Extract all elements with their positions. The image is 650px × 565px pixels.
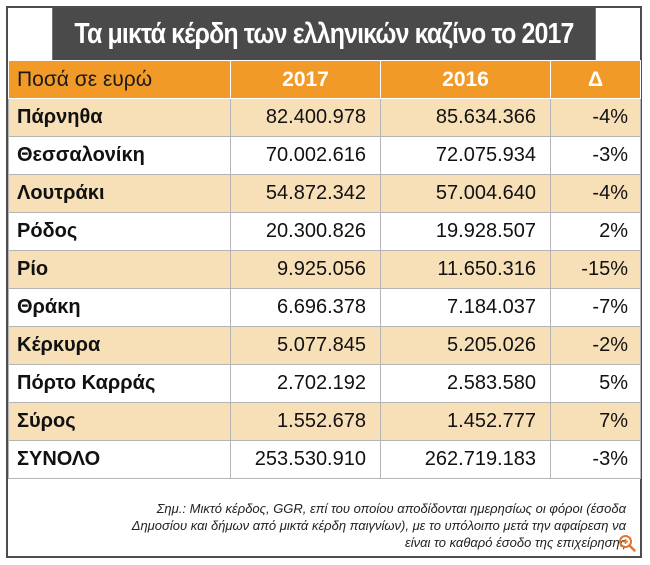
zoom-in-icon[interactable]	[618, 534, 636, 552]
casino-name-cell: Σύρος	[8, 402, 231, 441]
casino-name-cell: Ρόδος	[8, 212, 231, 251]
delta-cell: 5%	[550, 364, 641, 403]
table-row: Κέρκυρα 5.077.845 5.205.026 -2%	[8, 326, 641, 365]
value-2016-cell: 57.004.640	[380, 174, 551, 213]
delta-cell: -3%	[550, 136, 641, 175]
table-row: Πόρτο Καρράς 2.702.192 2.583.580 5%	[8, 364, 641, 403]
casino-name-cell: Λουτράκι	[8, 174, 231, 213]
delta-cell: 7%	[550, 402, 641, 441]
header-label: Ποσά σε ευρώ	[8, 60, 231, 99]
table-row: Θεσσαλονίκη 70.002.616 72.075.934 -3%	[8, 136, 641, 175]
header-2016: 2016	[380, 60, 551, 99]
casino-name-cell: Ρίο	[8, 250, 231, 289]
total-row: ΣΥΝΟΛΟ 253.530.910 262.719.183 -3%	[8, 440, 641, 479]
footnote: Σημ.: Μικτό κέρδος, GGR, επί του οποίου …	[18, 500, 626, 551]
table-row: Σύρος 1.552.678 1.452.777 7%	[8, 402, 641, 441]
table-row: Ρόδος 20.300.826 19.928.507 2%	[8, 212, 641, 251]
value-2016-cell: 19.928.507	[380, 212, 551, 251]
delta-cell: -7%	[550, 288, 641, 327]
value-2016-cell: 7.184.037	[380, 288, 551, 327]
delta-cell: -15%	[550, 250, 641, 289]
value-2016-cell: 1.452.777	[380, 402, 551, 441]
header-2017: 2017	[230, 60, 381, 99]
value-2016-cell: 85.634.366	[380, 98, 551, 137]
casino-name-cell: Πόρτο Καρράς	[8, 364, 231, 403]
casino-table-figure: Τα μικτά κέρδη των ελληνικών καζίνο το 2…	[6, 6, 642, 558]
table-title: Τα μικτά κέρδη των ελληνικών καζίνο το 2…	[52, 8, 596, 60]
value-2016-cell: 5.205.026	[380, 326, 551, 365]
delta-cell: -4%	[550, 174, 641, 213]
delta-cell: -2%	[550, 326, 641, 365]
value-2017-cell: 1.552.678	[230, 402, 381, 441]
value-2017-cell: 82.400.978	[230, 98, 381, 137]
table-row: Πάρνηθα 82.400.978 85.634.366 -4%	[8, 98, 641, 137]
delta-cell: -4%	[550, 98, 641, 137]
value-2017-cell: 9.925.056	[230, 250, 381, 289]
casino-name-cell: Κέρκυρα	[8, 326, 231, 365]
casino-name-cell: ΣΥΝΟΛΟ	[8, 440, 231, 479]
value-2017-cell: 70.002.616	[230, 136, 381, 175]
table-row: Ρίο 9.925.056 11.650.316 -15%	[8, 250, 641, 289]
value-2016-cell: 11.650.316	[380, 250, 551, 289]
header-delta: Δ	[550, 60, 641, 99]
value-2017-cell: 20.300.826	[230, 212, 381, 251]
value-2017-cell: 54.872.342	[230, 174, 381, 213]
value-2017-cell: 6.696.378	[230, 288, 381, 327]
footnote-line-1: Σημ.: Μικτό κέρδος, GGR, επί του οποίου …	[156, 501, 626, 516]
value-2016-cell: 72.075.934	[380, 136, 551, 175]
casino-revenue-table: Ποσά σε ευρώ 2017 2016 Δ Πάρνηθα 82.400.9…	[8, 60, 641, 479]
value-2016-cell: 262.719.183	[380, 440, 551, 479]
table-row: Θράκη 6.696.378 7.184.037 -7%	[8, 288, 641, 327]
footnote-line-2: Δημοσίου και δήμων από μικτά κέρδη παιγν…	[131, 518, 626, 533]
value-2017-cell: 5.077.845	[230, 326, 381, 365]
casino-name-cell: Πάρνηθα	[8, 98, 231, 137]
value-2016-cell: 2.583.580	[380, 364, 551, 403]
casino-name-cell: Θεσσαλονίκη	[8, 136, 231, 175]
table-header-row: Ποσά σε ευρώ 2017 2016 Δ	[8, 60, 641, 99]
value-2017-cell: 2.702.192	[230, 364, 381, 403]
value-2017-cell: 253.530.910	[230, 440, 381, 479]
delta-cell: -3%	[550, 440, 641, 479]
casino-name-cell: Θράκη	[8, 288, 231, 327]
footnote-line-3: είναι το καθαρό έσοδο της επιχείρησης	[405, 535, 626, 550]
table-row: Λουτράκι 54.872.342 57.004.640 -4%	[8, 174, 641, 213]
delta-cell: 2%	[550, 212, 641, 251]
